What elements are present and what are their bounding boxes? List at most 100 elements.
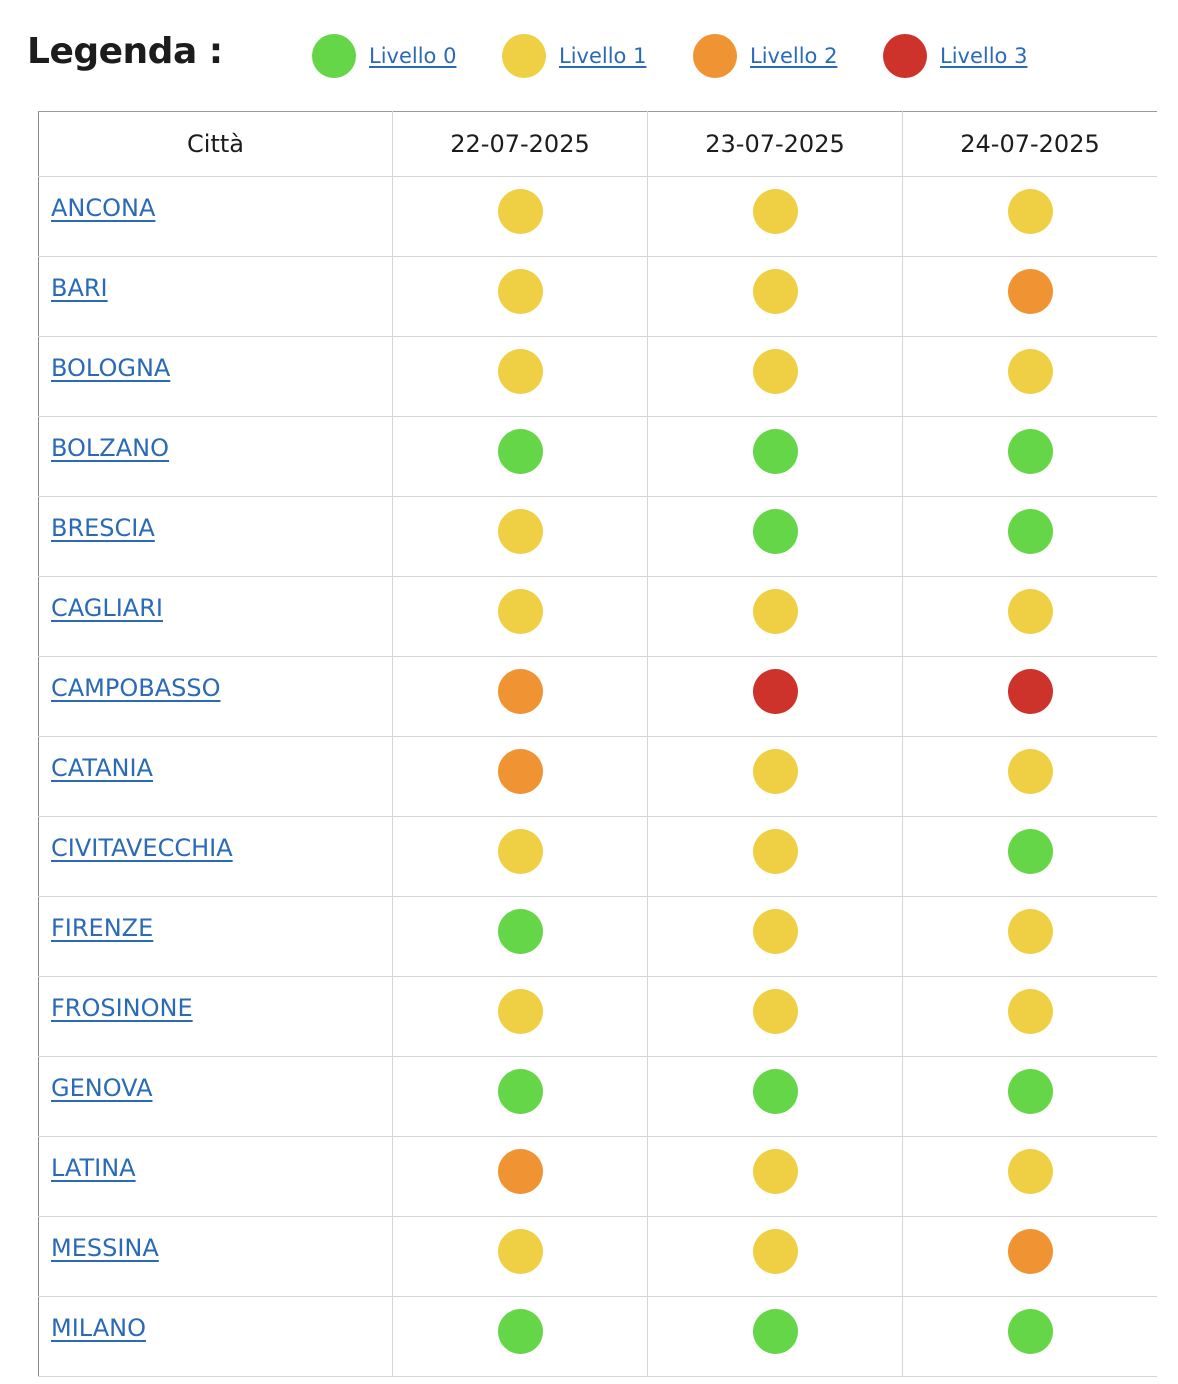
level-cell [647, 256, 903, 337]
level-cell [392, 736, 648, 817]
level-2-circle-icon [497, 669, 543, 714]
table-row: CAMPOBASSO [38, 656, 1157, 737]
level-cell [392, 1056, 648, 1137]
city-link[interactable]: FROSINONE [51, 993, 193, 1022]
city-cell: FIRENZE [38, 896, 393, 977]
level-1-circle-icon [752, 1149, 798, 1194]
city-link[interactable]: MESSINA [51, 1233, 159, 1262]
legend: Legenda : Livello 0 Livello 1 Livello 2 … [0, 0, 1178, 111]
table-row: MESSINA [38, 1216, 1157, 1297]
level-cell [647, 176, 903, 257]
city-cell: CAGLIARI [38, 576, 393, 657]
level-0-circle-icon [497, 1309, 543, 1354]
level-0-circle-icon [752, 1069, 798, 1114]
level-cell [392, 416, 648, 497]
level-0-circle-icon [497, 1069, 543, 1114]
level-cell [902, 736, 1157, 817]
level-0-circle-icon [312, 34, 356, 78]
city-cell: CAMPOBASSO [38, 656, 393, 737]
legend-link-level-0[interactable]: Livello 0 [369, 44, 457, 68]
legend-item-level-2[interactable]: Livello 2 [693, 34, 837, 78]
level-0-circle-icon [1007, 429, 1053, 474]
level-1-circle-icon [752, 829, 798, 874]
legend-link-level-1[interactable]: Livello 1 [559, 44, 647, 68]
city-link[interactable]: CIVITAVECCHIA [51, 833, 233, 862]
level-1-circle-icon [497, 1229, 543, 1274]
level-0-circle-icon [1007, 1069, 1053, 1114]
city-link[interactable]: BOLZANO [51, 433, 170, 462]
level-1-circle-icon [1007, 589, 1053, 634]
city-link[interactable]: BRESCIA [51, 513, 155, 542]
level-cell [647, 1216, 903, 1297]
legend-link-level-2[interactable]: Livello 2 [750, 44, 838, 68]
legend-title: Legenda : [27, 31, 223, 72]
level-1-circle-icon [752, 1229, 798, 1274]
city-link[interactable]: FIRENZE [51, 913, 154, 942]
level-cell [647, 656, 903, 737]
level-cell [647, 976, 903, 1057]
level-cell [392, 816, 648, 897]
level-cell [647, 1296, 903, 1377]
legend-item-level-0[interactable]: Livello 0 [312, 34, 456, 78]
city-cell: BOLZANO [38, 416, 393, 497]
city-link[interactable]: MILANO [51, 1313, 146, 1342]
level-0-circle-icon [1007, 1309, 1053, 1354]
city-cell: LATINA [38, 1136, 393, 1217]
level-0-circle-icon [497, 429, 543, 474]
level-1-circle-icon [497, 989, 543, 1034]
table-row: CAGLIARI [38, 576, 1157, 657]
level-cell [647, 736, 903, 817]
column-header-date: 23-07-2025 [647, 111, 903, 177]
city-cell: CIVITAVECCHIA [38, 816, 393, 897]
level-cell [647, 416, 903, 497]
level-cell [902, 896, 1157, 977]
level-1-circle-icon [1007, 749, 1053, 794]
city-cell: CATANIA [38, 736, 393, 817]
table-row: GENOVA [38, 1056, 1157, 1137]
city-link[interactable]: CAMPOBASSO [51, 673, 221, 702]
city-link[interactable]: LATINA [51, 1153, 136, 1182]
level-1-circle-icon [752, 189, 798, 234]
level-cell [647, 1136, 903, 1217]
legend-item-level-1[interactable]: Livello 1 [502, 34, 646, 78]
level-0-circle-icon [497, 909, 543, 954]
city-link[interactable]: CAGLIARI [51, 593, 163, 622]
city-link[interactable]: ANCONA [51, 193, 156, 222]
city-cell: BOLOGNA [38, 336, 393, 417]
level-0-circle-icon [752, 429, 798, 474]
level-cell [392, 1216, 648, 1297]
city-link[interactable]: GENOVA [51, 1073, 153, 1102]
table-row: FIRENZE [38, 896, 1157, 977]
legend-link-level-3[interactable]: Livello 3 [940, 44, 1028, 68]
city-link[interactable]: CATANIA [51, 753, 153, 782]
legend-item-level-3[interactable]: Livello 3 [883, 34, 1027, 78]
level-cell [902, 816, 1157, 897]
level-3-circle-icon [752, 669, 798, 714]
city-link[interactable]: BARI [51, 273, 108, 302]
level-cell [647, 896, 903, 977]
city-cell: MESSINA [38, 1216, 393, 1297]
level-cell [902, 336, 1157, 417]
level-cell [902, 1296, 1157, 1377]
level-3-circle-icon [1007, 669, 1053, 714]
level-cell [902, 976, 1157, 1057]
level-2-circle-icon [1007, 1229, 1053, 1274]
forecast-table-container[interactable]: Città 22-07-2025 23-07-2025 24-07-2025 A… [38, 111, 1157, 1384]
level-1-circle-icon [1007, 909, 1053, 954]
level-1-circle-icon [752, 749, 798, 794]
level-cell [392, 896, 648, 977]
city-link[interactable]: BOLOGNA [51, 353, 171, 382]
city-cell: MILANO [38, 1296, 393, 1377]
level-0-circle-icon [752, 509, 798, 554]
level-1-circle-icon [752, 989, 798, 1034]
table-header-row: Città 22-07-2025 23-07-2025 24-07-2025 [38, 111, 1157, 177]
level-cell [902, 1216, 1157, 1297]
table-row: FROSINONE [38, 976, 1157, 1057]
level-1-circle-icon [1007, 189, 1053, 234]
level-1-circle-icon [502, 34, 546, 78]
table-row: BOLOGNA [38, 336, 1157, 417]
level-cell [902, 256, 1157, 337]
city-cell: ANCONA [38, 176, 393, 257]
level-1-circle-icon [497, 829, 543, 874]
level-3-circle-icon [883, 34, 927, 78]
